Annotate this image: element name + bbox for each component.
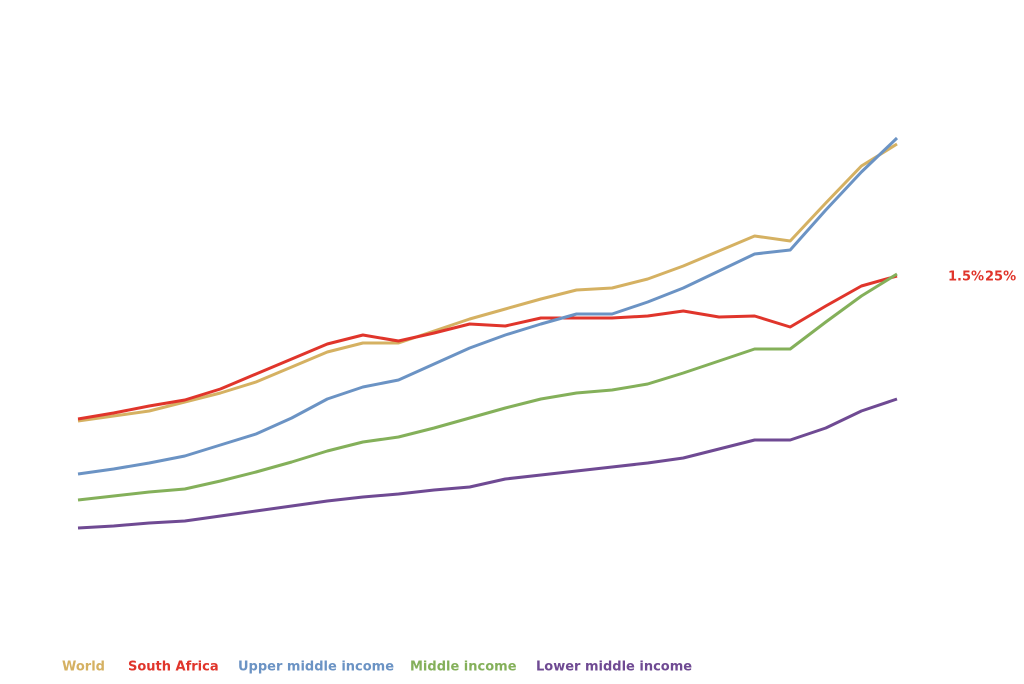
series-line [77, 272, 898, 502]
annotation: 25% [985, 270, 1016, 285]
series-line [77, 142, 898, 423]
series-line [77, 397, 898, 530]
series-line [77, 274, 898, 421]
annotation: 1.5% [948, 270, 984, 285]
legend-entry: South Africa [128, 660, 219, 675]
legend-entry: Lower middle income [536, 660, 692, 675]
legend-entry: World [62, 660, 105, 675]
legend-entry: Middle income [410, 660, 517, 675]
series-line [77, 136, 899, 476]
legend-entry: Upper middle income [238, 660, 394, 675]
